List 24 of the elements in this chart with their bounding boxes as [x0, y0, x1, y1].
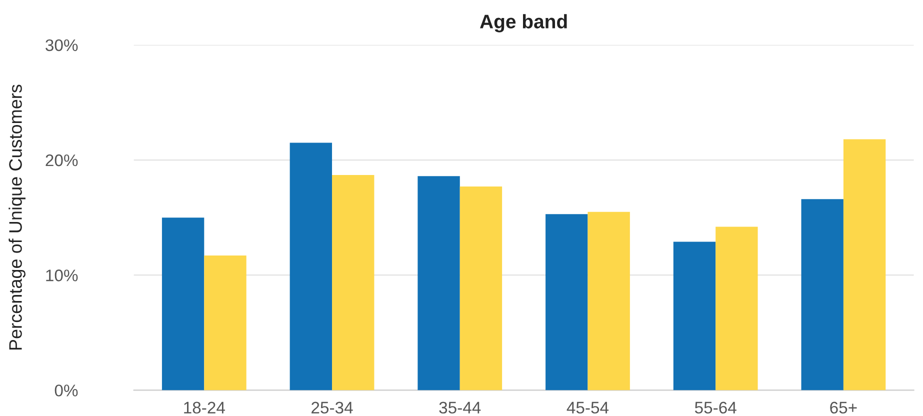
bar	[204, 256, 246, 390]
x-tick-label: 55-64	[694, 402, 736, 414]
bar	[801, 199, 844, 390]
bar	[843, 139, 886, 390]
x-tick-label: 45-54	[566, 402, 609, 414]
y-axis-title: Percentage of Unique Customers	[8, 84, 26, 350]
bar	[716, 226, 758, 390]
bar	[332, 174, 374, 390]
bar	[162, 218, 204, 390]
bar	[290, 142, 332, 390]
x-tick-label: 18-24	[184, 402, 225, 414]
x-tick-label: 25-34	[312, 402, 353, 414]
bar	[588, 212, 630, 390]
y-tick-label: 0%	[54, 384, 78, 396]
y-tick-label: 20%	[46, 154, 78, 166]
x-tick-label: 35-44	[439, 402, 481, 414]
bar	[418, 176, 460, 390]
bar	[546, 214, 588, 390]
bar	[673, 242, 716, 390]
chart-title: Age band	[480, 14, 567, 32]
y-tick-label: 30%	[46, 39, 78, 52]
x-tick-label: 65+	[830, 402, 857, 414]
y-tick-label: 10%	[46, 270, 78, 282]
bar	[460, 186, 502, 390]
